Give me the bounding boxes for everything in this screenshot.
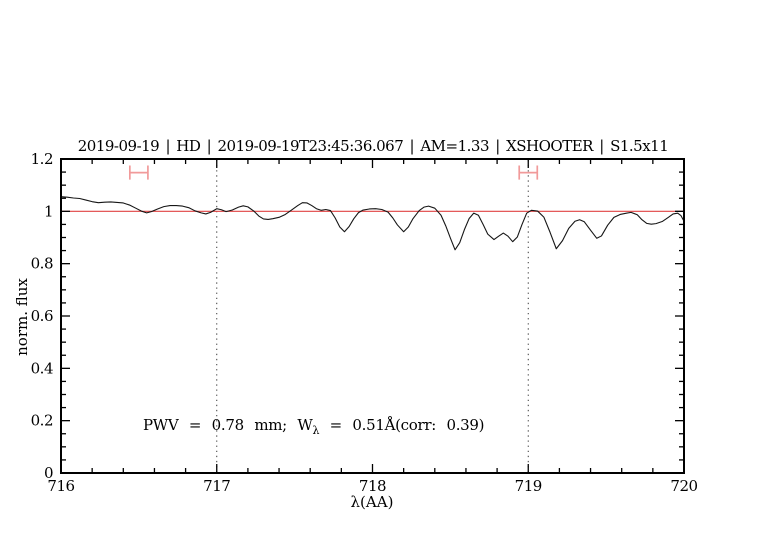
spectrum-curve bbox=[60, 196, 685, 251]
range-marker bbox=[128, 165, 149, 180]
y-tick-label: 0.8 bbox=[31, 255, 53, 273]
x-tick-label: 717 bbox=[203, 477, 230, 495]
x-tick-label: 719 bbox=[515, 477, 542, 495]
y-tick-label: 0.2 bbox=[31, 412, 53, 430]
x-tick-label: 716 bbox=[47, 477, 74, 495]
y-tick-label: 0 bbox=[44, 464, 53, 482]
spectrum-path bbox=[60, 196, 685, 251]
pwv-annotation-lambda-subscript: λ bbox=[313, 424, 320, 437]
y-axis-label: norm. flux bbox=[13, 278, 31, 356]
range-marker bbox=[518, 165, 539, 180]
x-tick-label: 720 bbox=[670, 477, 697, 495]
axis-tick-labels: 716 717 718 719 720 0 0.2 0.4 0.6 0.8 1 1.2 bbox=[31, 150, 698, 495]
pwv-annotation-post: = 0.51Å(corr: 0.39) bbox=[319, 416, 484, 434]
x-axis-label: λ(AA) bbox=[351, 493, 394, 511]
pwv-annotation: PWV = 0.78 mm; Wλ = 0.51Å(corr: 0.39) bbox=[143, 416, 484, 437]
y-tick-label: 0.4 bbox=[31, 359, 53, 377]
axis-ticks bbox=[60, 158, 685, 474]
y-tick-label: 0.6 bbox=[31, 307, 53, 325]
y-tick-label: 1 bbox=[44, 202, 53, 220]
y-tick-label: 1.2 bbox=[31, 150, 53, 168]
chart-title: 2019-09-19 | HD | 2019-09-19T23:45:36.06… bbox=[78, 137, 669, 155]
line-region-markers bbox=[128, 165, 539, 180]
x-tick-label: 718 bbox=[359, 477, 386, 495]
pwv-annotation-pre: PWV = 0.78 mm; W bbox=[143, 416, 313, 434]
